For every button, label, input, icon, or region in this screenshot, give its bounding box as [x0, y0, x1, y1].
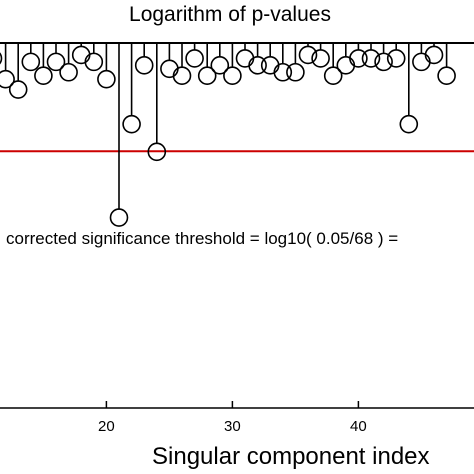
stem-marker — [71, 45, 91, 65]
stem-marker — [0, 69, 15, 89]
stem-marker — [97, 69, 116, 89]
stems-group — [0, 43, 456, 227]
stem-marker — [21, 52, 41, 72]
stem-marker — [298, 45, 318, 65]
stem-marker — [386, 49, 406, 68]
stem-marker — [437, 66, 456, 86]
stem-marker — [122, 114, 141, 134]
x-tick-label: 30 — [224, 418, 241, 435]
stem-marker — [134, 56, 154, 75]
stem-marker — [286, 62, 305, 82]
stem-marker — [197, 66, 217, 86]
stem-marker — [59, 62, 78, 82]
stem-marker — [424, 45, 444, 65]
threshold-label: corrected significance threshold = log10… — [6, 229, 399, 248]
stem-marker — [210, 56, 230, 75]
stem-marker — [399, 114, 419, 134]
stem-marker — [311, 49, 330, 68]
stem-marker — [412, 52, 431, 72]
stem-marker — [273, 62, 293, 82]
stem-marker — [8, 80, 28, 99]
stem-marker — [34, 66, 53, 86]
stem-marker — [160, 59, 179, 79]
stem-marker — [172, 66, 192, 86]
x-tick-label: 20 — [98, 418, 115, 435]
stem-marker — [46, 52, 66, 72]
chart-title: Logarithm of p-values — [129, 3, 331, 26]
stem-marker — [260, 56, 280, 75]
stem-marker — [235, 49, 255, 68]
stem-marker — [185, 49, 204, 68]
stem-marker — [0, 52, 3, 65]
stem-marker — [248, 56, 267, 75]
stem-marker — [374, 52, 393, 72]
stem-marker — [323, 66, 343, 86]
stem-marker — [223, 66, 242, 86]
x-axis-label: Singular component index — [152, 443, 430, 470]
x-ticks-group: 20 30 40 — [98, 401, 367, 435]
stem-marker — [147, 142, 167, 162]
stem-marker — [336, 56, 356, 75]
stem-marker — [361, 49, 381, 68]
x-tick-label: 40 — [350, 418, 367, 435]
stem-marker — [349, 49, 368, 68]
stem-marker — [84, 52, 104, 72]
stem-marker — [109, 208, 129, 227]
